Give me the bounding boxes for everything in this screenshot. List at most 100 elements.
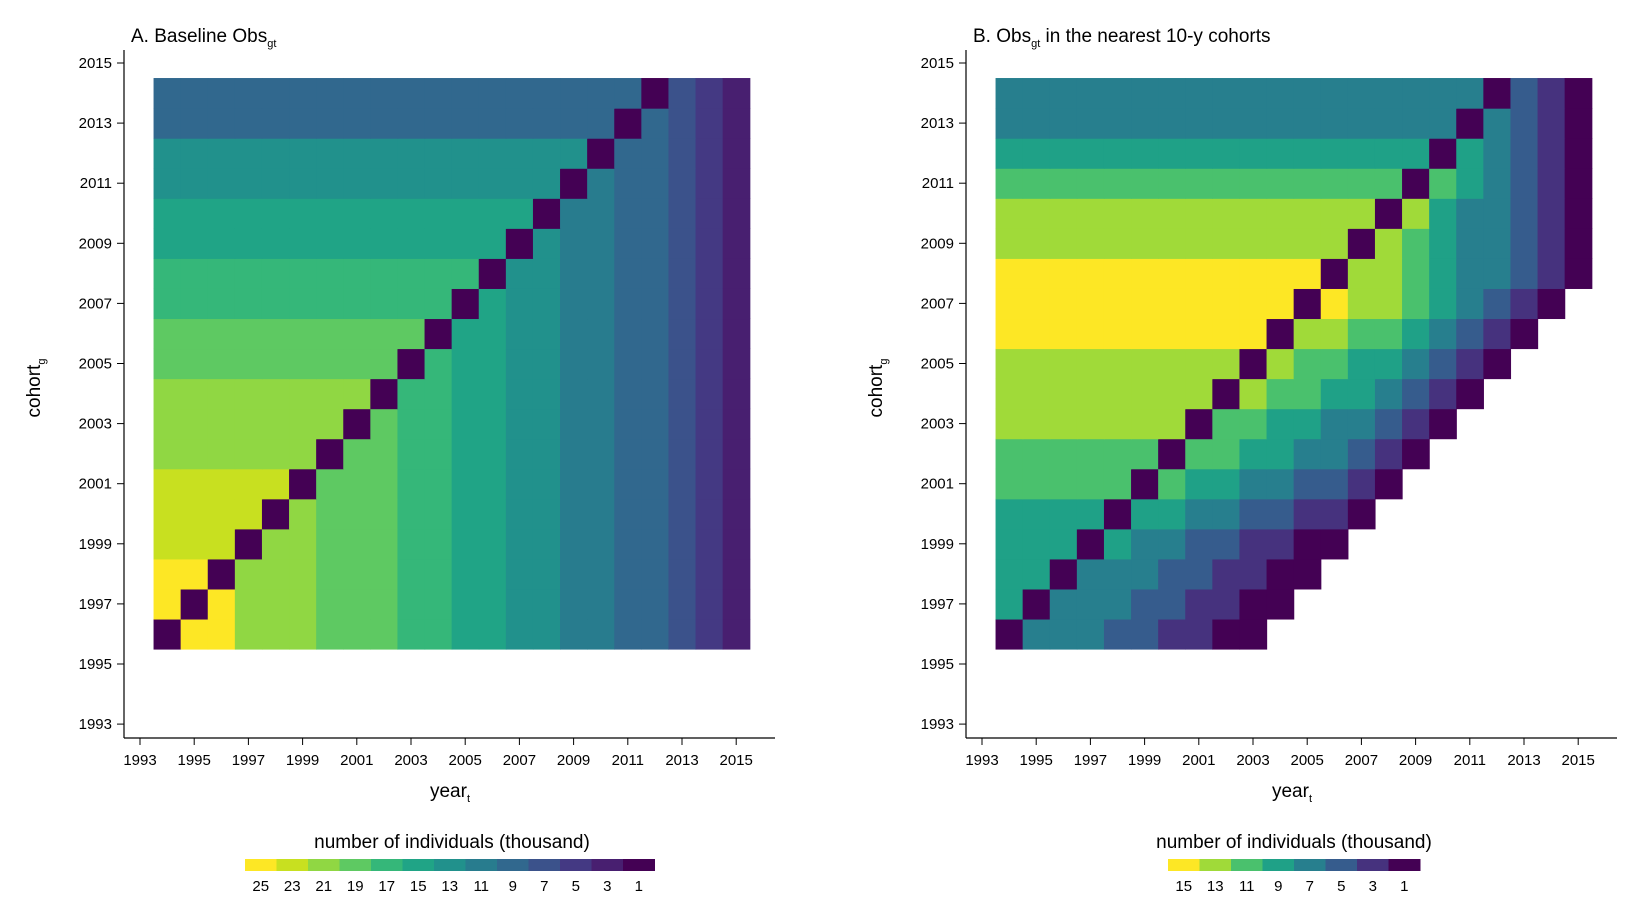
- heatmap-cell: [1103, 228, 1132, 259]
- heatmap-cell: [560, 228, 588, 259]
- heatmap-cell: [478, 348, 507, 380]
- heatmap-cell: [1131, 78, 1159, 109]
- heatmap-cell: [370, 78, 399, 109]
- heatmap-cell: [587, 618, 615, 650]
- heatmap-cell: [614, 408, 642, 440]
- panel-a-y-ticks: 1993 1995 1997 1999 2001 2003 2005 2007 …: [79, 55, 124, 733]
- heatmap-cell: [1402, 78, 1430, 109]
- heatmap-cell: [1022, 288, 1051, 320]
- heatmap-cell: [1347, 378, 1376, 410]
- heatmap-cell: [1374, 288, 1403, 320]
- heatmap-cell: [1103, 348, 1132, 380]
- heatmap-cell: [695, 588, 724, 620]
- panel-a-legend-title: number of individuals (thousand): [314, 832, 590, 853]
- heatmap-cell: [668, 78, 697, 109]
- heatmap-cell: [1212, 498, 1241, 530]
- heatmap-cell: [1510, 108, 1539, 139]
- heatmap-cell: [424, 138, 453, 169]
- heatmap-cell: [1076, 108, 1105, 139]
- heatmap-cell: [1212, 408, 1241, 440]
- legend-key-label: 23: [284, 878, 301, 895]
- heatmap-cell: [1158, 138, 1186, 169]
- heatmap-cell: [1374, 408, 1403, 440]
- heatmap-cell: [1510, 198, 1539, 229]
- heatmap-cell: [1185, 168, 1213, 199]
- heatmap-cell: [995, 498, 1024, 530]
- heatmap-cell: [424, 228, 453, 259]
- heatmap-cell: [234, 528, 263, 560]
- legend-key-swatch: [1357, 859, 1389, 871]
- heatmap-cell: [1537, 78, 1566, 109]
- heatmap-cell: [1049, 288, 1078, 320]
- heatmap-cell: [695, 498, 724, 530]
- heatmap-cell: [532, 438, 561, 470]
- heatmap-cell: [1185, 78, 1213, 109]
- heatmap-cell: [1293, 108, 1322, 139]
- heatmap-cell: [695, 468, 724, 500]
- heatmap-cell: [478, 228, 507, 259]
- panel-a-x-ticks: 1993 1995 1997 1999 2001 2003 2005 2007 …: [123, 738, 753, 769]
- x-tick-label: 1995: [178, 752, 211, 769]
- heatmap-cell: [560, 348, 588, 380]
- heatmap-cell: [1076, 408, 1105, 440]
- panel-a-heatmap-cells: [153, 78, 751, 650]
- heatmap-cell: [289, 438, 317, 470]
- heatmap-cell: [397, 228, 426, 259]
- heatmap-cell: [180, 108, 209, 139]
- heatmap-cell: [1239, 618, 1268, 650]
- heatmap-cell: [1429, 258, 1457, 289]
- heatmap-cell: [614, 498, 642, 530]
- heatmap-cell: [1239, 258, 1268, 289]
- heatmap-cell: [1347, 138, 1376, 169]
- heatmap-cell: [424, 258, 453, 289]
- heatmap-cell: [153, 468, 182, 500]
- heatmap-cell: [424, 588, 453, 620]
- heatmap-cell: [180, 258, 209, 289]
- heatmap-cell: [1131, 258, 1159, 289]
- panel-b-y-axis-label: cohortg: [866, 359, 890, 418]
- heatmap-cell: [532, 318, 561, 350]
- heatmap-cell: [1158, 198, 1186, 229]
- heatmap-cell: [397, 168, 426, 199]
- heatmap-cell: [261, 108, 290, 139]
- heatmap-cell: [289, 78, 317, 109]
- heatmap-cell: [505, 468, 534, 500]
- heatmap-cell: [1076, 468, 1105, 500]
- heatmap-cell: [1185, 288, 1213, 320]
- heatmap-cell: [1266, 108, 1295, 139]
- heatmap-cell: [451, 198, 480, 229]
- heatmap-cell: [343, 348, 371, 380]
- x-tick-label: 1995: [1020, 752, 1053, 769]
- heatmap-cell: [722, 408, 751, 440]
- heatmap-cell: [316, 558, 344, 590]
- heatmap-cell: [1564, 258, 1593, 289]
- heatmap-cell: [560, 588, 588, 620]
- heatmap-cell: [1347, 318, 1376, 350]
- heatmap-cell: [1131, 618, 1159, 650]
- heatmap-cell: [1022, 528, 1051, 560]
- heatmap-cell: [1347, 408, 1376, 440]
- heatmap-cell: [207, 168, 236, 199]
- x-tick-label: 2013: [665, 752, 698, 769]
- heatmap-cell: [1374, 138, 1403, 169]
- heatmap-cell: [207, 318, 236, 350]
- heatmap-cell: [1374, 378, 1403, 410]
- heatmap-cell: [614, 348, 642, 380]
- heatmap-cell: [234, 558, 263, 590]
- y-tick-label: 1999: [921, 536, 954, 553]
- heatmap-cell: [397, 198, 426, 229]
- heatmap-cell: [451, 168, 480, 199]
- heatmap-cell: [1483, 288, 1512, 320]
- heatmap-cell: [316, 528, 344, 560]
- heatmap-cell: [316, 198, 344, 229]
- heatmap-cell: [1266, 498, 1295, 530]
- heatmap-cell: [397, 468, 426, 500]
- heatmap-cell: [207, 468, 236, 500]
- heatmap-cell: [1022, 228, 1051, 259]
- heatmap-cell: [478, 258, 507, 289]
- heatmap-cell: [451, 348, 480, 380]
- heatmap-cell: [424, 468, 453, 500]
- heatmap-cell: [532, 348, 561, 380]
- heatmap-cell: [424, 108, 453, 139]
- heatmap-cell: [1076, 438, 1105, 470]
